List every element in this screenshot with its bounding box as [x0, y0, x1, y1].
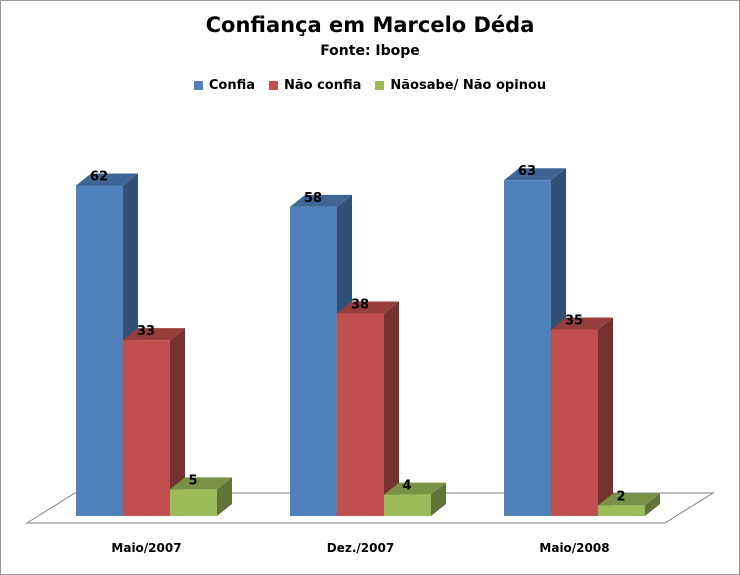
bar-top — [290, 194, 352, 207]
data-label-confia-1: 62 — [90, 170, 108, 185]
chart-subtitle: Fonte: Ibope — [320, 43, 420, 59]
bar-front — [170, 489, 217, 516]
data-label-nao-sabe-1: 5 — [188, 473, 197, 488]
bar-nao-sabe-1 — [170, 477, 232, 516]
data-label-nao-confia-3: 35 — [565, 313, 583, 328]
bar-side — [598, 317, 613, 516]
legend-swatch-confia — [193, 81, 203, 90]
legend-swatch-nao-confia — [268, 81, 278, 90]
legend-item-nao-confia: Não confia — [268, 78, 362, 93]
legend: Confia Não confia Nãosabe/ Não opinou — [1, 78, 739, 93]
bar-side — [384, 301, 399, 516]
bar-front — [551, 329, 598, 516]
bar-nao-sabe-2 — [384, 482, 446, 516]
bar-front — [76, 185, 123, 517]
chart-title: Confiança em Marcelo Déda — [205, 13, 535, 37]
bar-nao-confia-3 — [551, 317, 613, 516]
bar-side — [170, 328, 185, 516]
bar-top — [384, 482, 446, 495]
category-label-1: Maio/2007 — [111, 541, 181, 555]
bar-nao-confia-1 — [123, 328, 185, 516]
data-label-nao-confia-2: 38 — [351, 297, 369, 312]
bar-nao-confia-2 — [337, 301, 399, 516]
legend-label-confia: Confia — [208, 78, 255, 93]
bar-top — [170, 477, 232, 490]
data-label-confia-2: 58 — [304, 191, 322, 206]
legend-item-nao-sabe: Nãosabe/ Não opinou — [375, 78, 546, 93]
bar-front — [598, 505, 645, 516]
bar-top — [504, 168, 566, 181]
legend-item-confia: Confia — [193, 78, 255, 93]
bar-side — [217, 477, 232, 516]
bar-nao-sabe-3 — [598, 493, 660, 516]
bar-top — [551, 317, 613, 330]
bar-front — [504, 180, 551, 516]
data-label-nao-sabe-3: 2 — [616, 489, 625, 504]
bar-top — [598, 493, 660, 506]
bar-front — [290, 206, 337, 517]
bar-front — [337, 313, 384, 516]
legend-label-nao-confia: Não confia — [283, 78, 362, 93]
bar-top — [76, 173, 138, 186]
bar-side — [645, 493, 660, 516]
category-label-3: Maio/2008 — [539, 541, 609, 555]
bar-top — [123, 328, 185, 341]
legend-label-nao-sabe: Nãosabe/ Não opinou — [390, 78, 547, 93]
data-label-nao-sabe-2: 4 — [402, 479, 411, 494]
data-label-confia-3: 63 — [518, 164, 536, 179]
legend-swatch-nao-sabe — [375, 81, 385, 90]
bar-front — [384, 494, 431, 516]
category-label-2: Dez./2007 — [327, 541, 394, 555]
bar-side — [431, 482, 446, 516]
bar-top — [337, 301, 399, 314]
bar-front — [123, 340, 170, 516]
data-label-nao-confia-1: 33 — [137, 324, 155, 339]
